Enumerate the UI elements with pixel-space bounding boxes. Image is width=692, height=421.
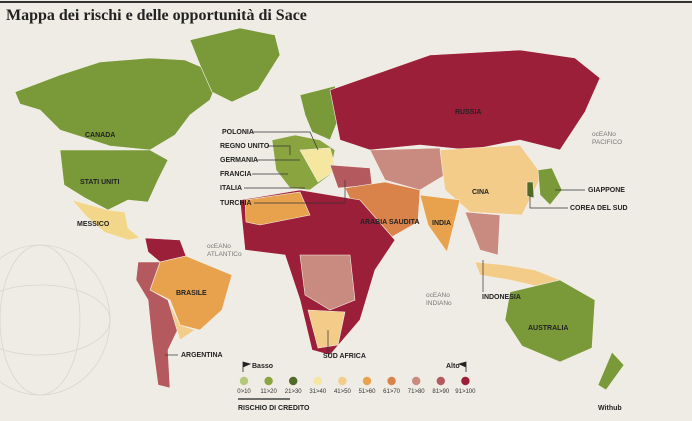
legend-low: Basso xyxy=(252,363,273,370)
legend-label: 51>60 xyxy=(359,389,377,395)
south-america-west xyxy=(135,261,181,389)
high-flag xyxy=(457,361,467,372)
legend-swatch xyxy=(362,376,372,386)
country-label: GERMANIA xyxy=(220,157,258,164)
country-label: ITALIA xyxy=(220,185,242,192)
legend-label: 81>90 xyxy=(432,389,450,395)
brazil xyxy=(149,255,233,331)
south-africa xyxy=(307,309,346,349)
legend-swatch xyxy=(313,376,322,386)
legend-label: 91>100 xyxy=(455,389,476,395)
legend-swatch xyxy=(436,376,445,386)
landmasses xyxy=(14,27,625,391)
country-label: BRASILE xyxy=(176,290,207,297)
legend-swatch xyxy=(289,376,298,386)
ocean-labels: ocEANo PACIFICO ocEANo ATLANTICo ocEANo IND… xyxy=(207,131,622,307)
legend-label: 31>40 xyxy=(309,389,327,395)
country-label: TURCHIA xyxy=(220,200,252,207)
usa xyxy=(59,149,169,211)
country-label: INDIA xyxy=(432,220,451,227)
country-label: GIAPPONE xyxy=(588,187,625,194)
legend-label: 0>10 xyxy=(237,389,251,395)
legend-label: 11>20 xyxy=(260,389,277,395)
legend-label: 41>50 xyxy=(334,389,352,395)
legend-swatch xyxy=(412,376,421,386)
north-africa xyxy=(244,191,311,226)
country-label: ARGENTINA xyxy=(181,352,223,359)
legend-high: Alto xyxy=(446,363,460,370)
country-label: STATI UNITI xyxy=(80,179,119,186)
legend-swatch xyxy=(338,376,347,386)
legend-swatch xyxy=(461,376,470,386)
scandinavia xyxy=(299,85,341,141)
country-label: MESSICO xyxy=(77,221,110,228)
leader-lines xyxy=(165,131,585,356)
ocean-label: ocEANo ATLANTICo xyxy=(207,243,242,258)
country-label: COREA DEL SUD xyxy=(570,205,628,212)
australia xyxy=(504,279,596,363)
country-label: AUSTRALIA xyxy=(528,325,568,332)
china xyxy=(439,144,543,216)
legend-label: 71>80 xyxy=(408,389,426,395)
legend-caption: RISCHIO DI CREDITO xyxy=(238,405,310,412)
low-flag xyxy=(242,361,252,372)
ocean-label: ocEANo INDIANo xyxy=(426,292,452,307)
title: Mappa dei rischi e delle opportunità di … xyxy=(6,7,307,24)
country-label: FRANCIA xyxy=(220,171,252,178)
korea xyxy=(526,181,535,199)
greenland xyxy=(189,27,281,103)
legend-label: 61>70 xyxy=(383,389,401,395)
mexico xyxy=(71,199,141,241)
southeast-asia xyxy=(464,211,501,256)
legend-swatch xyxy=(264,376,273,386)
india xyxy=(419,194,461,253)
credit: Withub xyxy=(598,405,622,412)
paraguay xyxy=(167,299,196,341)
country-label: POLONIA xyxy=(222,129,254,136)
legend-swatch xyxy=(387,376,396,386)
country-label: ARABIA SAUDITA xyxy=(360,219,420,226)
country-label: SUD AFRICA xyxy=(323,353,366,360)
country-label: RUSSIA xyxy=(455,109,481,116)
russia xyxy=(329,49,601,151)
legend-swatch xyxy=(239,376,249,386)
new-zealand xyxy=(597,351,625,391)
country-label: REGNO UNITO xyxy=(220,143,270,150)
central-africa xyxy=(299,254,356,311)
japan xyxy=(537,167,563,206)
legend-label: 21>30 xyxy=(285,389,303,395)
ocean-label: ocEANo PACIFICO xyxy=(592,131,622,146)
country-labels: CANADA STATI UNITI MESSICO BRASILE ARGEN… xyxy=(77,109,628,360)
globe-decoration xyxy=(0,244,111,396)
country-label: CANADA xyxy=(85,132,115,139)
central-asia xyxy=(369,147,446,191)
country-label: INDONESIA xyxy=(482,294,521,301)
legend: Basso Alto RISCHIO DI CREDITO 0>10 11>20 2… xyxy=(237,361,476,412)
country-label: CINA xyxy=(472,189,489,196)
canada xyxy=(14,57,221,151)
